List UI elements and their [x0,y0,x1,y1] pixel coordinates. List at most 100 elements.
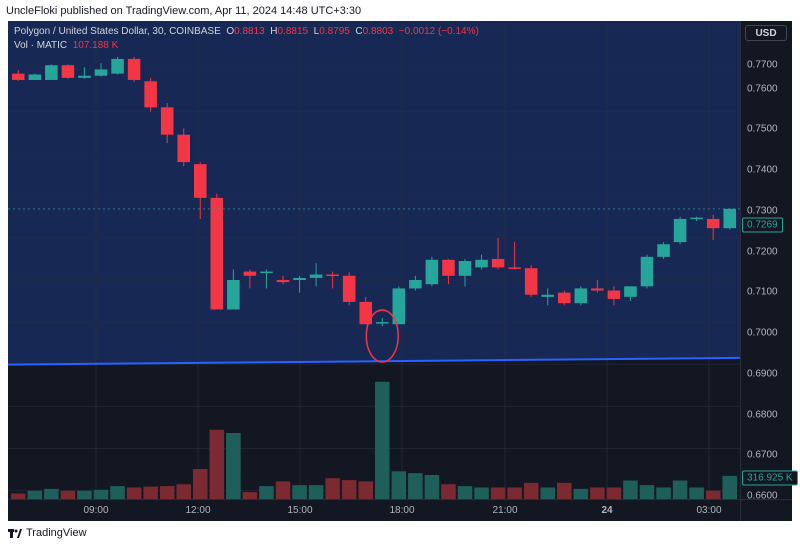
candle-body [61,65,75,78]
candle-body [657,244,670,257]
candle-body [94,69,108,76]
candle-body [45,65,58,80]
volume-bar [193,469,208,499]
candle-body [458,261,472,276]
legend-close-label: C [355,26,363,37]
volume-bar [209,429,225,499]
volume-bar [292,485,307,499]
time-tick: 15:00 [287,505,313,516]
price-axis[interactable]: USD 0.7700 0.7600 0.7500 0.7400 0.7300 0… [740,21,798,502]
volume-bar [77,490,92,499]
volume-bar [523,482,539,499]
candle-body [160,107,174,135]
chart-svg [8,21,740,499]
legend-low-value: 0.8795 [319,26,350,37]
legend-symbol[interactable]: Polygon / United States Dollar, 30, COIN… [14,26,221,37]
candle-body [376,322,389,324]
legend-open-label: O [226,26,235,37]
candle-body [392,288,406,325]
volume-bar [27,490,43,499]
candle-body [673,218,687,243]
volume-bar [259,486,274,499]
volume-bar [308,485,324,499]
time-tick: 18:00 [389,505,415,516]
time-axis[interactable]: 09:00 12:00 15:00 18:00 21:00 24 03:00 [8,499,740,521]
candle-body [409,280,422,289]
footer-brand[interactable]: TradingView [26,527,87,539]
candle-body [326,274,339,277]
price-tick: 0.6800 [747,409,778,421]
legend-high-value: 0.8815 [277,26,309,37]
volume-bar [93,489,109,499]
price-tick: 0.7500 [747,123,778,135]
volume-bar [490,487,506,499]
legend-volume-value: 107.188 K [72,40,119,51]
volume-bar [705,490,721,499]
time-tick: 09:00 [83,505,109,516]
candle-body [309,274,323,278]
volume-bar [590,487,605,499]
volume-bar [60,490,76,499]
candle-body [293,277,306,281]
volume-bar [540,487,555,499]
volume-bar [375,381,390,499]
legend-volume-label[interactable]: Vol · MATIC [14,40,68,51]
wick-low-ellipse [365,309,400,363]
candle-body [491,258,505,268]
price-tick: 0.6700 [747,449,778,461]
candle-body [359,301,372,325]
volume-bar [176,484,191,499]
candle-body [12,73,25,80]
volume-bar [639,485,655,499]
volume-bar [507,487,522,499]
candle-body [723,208,736,229]
candle-body [243,271,257,276]
candle-body [690,217,703,220]
candle-body [640,256,654,287]
candle-body [276,280,290,283]
volume-bar [457,486,473,499]
price-tick: 0.7600 [747,83,778,95]
footer: TradingView [8,527,87,539]
volume-bar [672,480,688,499]
candle-body [425,259,439,285]
candle-body [591,288,604,291]
price-tick: 0.7000 [747,327,778,339]
price-tick: 0.6600 [747,490,778,502]
price-tick: 0.7300 [747,205,778,217]
volume-bar [143,486,158,499]
candle-body [111,58,124,74]
candle-body [541,294,554,297]
volume-bar [689,487,704,499]
legend-change: −0.0012 (−0.14%) [398,26,479,37]
volume-bar [325,478,340,499]
candle-body [144,81,157,108]
candle-body [194,164,207,198]
time-tick: 24 [601,505,613,516]
price-tick: 0.7100 [747,286,778,298]
candle-body [624,286,637,297]
candle-body [574,288,588,304]
currency-button[interactable]: USD [745,25,787,41]
candle-body [260,271,273,274]
candle-body [177,134,190,163]
volume-bar [573,488,589,499]
volume-bar [242,492,258,499]
candle-body [706,218,720,229]
legend-open-value: 0.8813 [234,26,265,37]
published-line: UncleFloki published on TradingView.com,… [6,5,362,17]
volume-tag: 316.925 K [742,470,798,486]
volume-bar [44,488,59,499]
volume-bar [110,486,125,499]
volume-bar [341,480,357,499]
last-price-tag: 0.7269 [742,217,783,233]
support-trendline [8,356,740,366]
chart-plot[interactable]: Polygon / United States Dollar, 30, COIN… [8,21,740,499]
volume-bar [623,480,638,499]
chart-legend: Polygon / United States Dollar, 30, COIN… [14,26,479,51]
candle-body [28,74,42,80]
axis-corner [740,499,792,521]
volume-bar [408,473,423,499]
price-tick: 0.7400 [747,164,778,176]
price-tick: 0.7700 [747,59,778,71]
